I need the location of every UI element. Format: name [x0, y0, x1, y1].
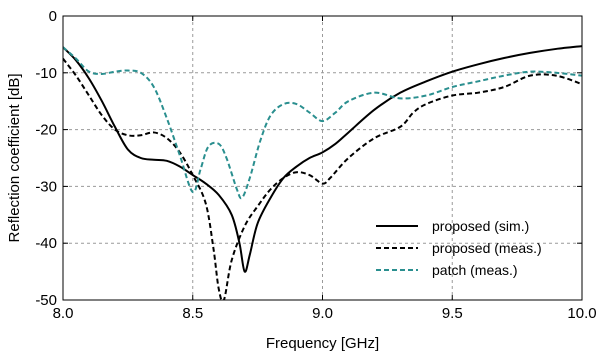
legend-label: patch (meas.) — [432, 262, 518, 278]
legend-label: proposed (sim.) — [432, 218, 529, 234]
y-tick-label: -10 — [35, 65, 57, 82]
legend: proposed (sim.) proposed (meas.) patch (me… — [376, 218, 542, 278]
series-lines — [63, 45, 582, 300]
legend-entry-proposed-meas: proposed (meas.) — [376, 240, 542, 256]
y-tick-label: -20 — [35, 122, 57, 139]
series-line-proposed-sim — [63, 45, 582, 273]
series-line-patch-meas — [63, 46, 582, 200]
axis-ticks: 8.0 8.5 9.0 9.5 10.0 0 -10 -20 -30 -40 -50 — [35, 8, 596, 322]
legend-entry-patch-meas: patch (meas.) — [376, 262, 518, 278]
y-tick-label: -50 — [35, 292, 57, 309]
legend-label: proposed (meas.) — [432, 240, 542, 256]
x-tick-label: 9.5 — [442, 305, 463, 322]
y-tick-label: -30 — [35, 178, 57, 195]
x-tick-label: 9.0 — [312, 305, 333, 322]
grid — [63, 16, 582, 300]
x-tick-label: 8.5 — [182, 305, 203, 322]
x-axis-label: Frequency [GHz] — [266, 335, 379, 352]
legend-entry-proposed-sim: proposed (sim.) — [376, 218, 529, 234]
x-tick-label: 8.0 — [53, 305, 74, 322]
y-tick-label: -40 — [35, 235, 57, 252]
y-tick-label: 0 — [49, 8, 57, 25]
x-tick-label: 10.0 — [567, 305, 596, 322]
y-axis-label: Reflection coefficient [dB] — [6, 74, 23, 243]
series-line-proposed-meas — [63, 57, 582, 300]
